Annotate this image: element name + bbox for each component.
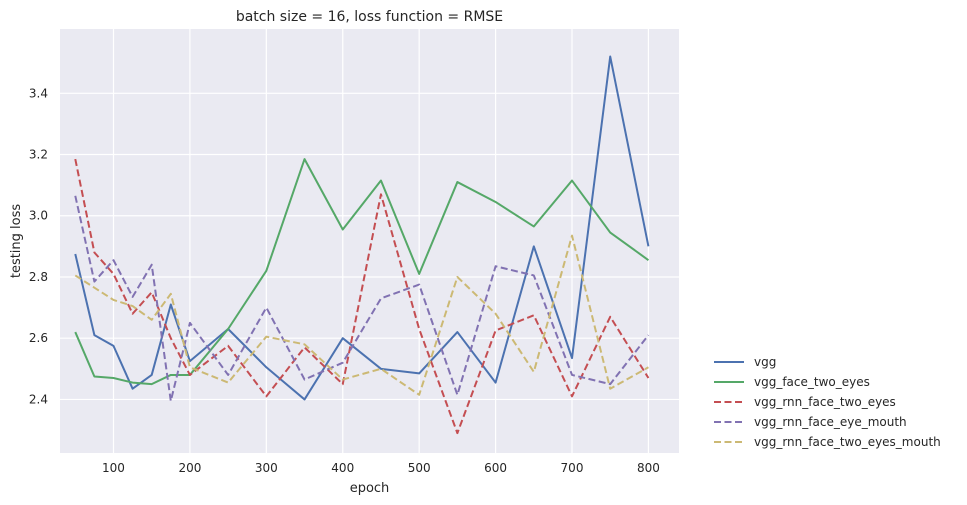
x-tick-label: 600	[484, 461, 507, 475]
legend-label-vgg: vgg	[754, 355, 776, 369]
grid-lines	[60, 29, 679, 453]
x-tick-label: 300	[255, 461, 278, 475]
tick-labels: 100 200 300 400 500 600 700 800 2.4 2.6 2.8 3.0 3.2 3…	[29, 86, 660, 475]
x-tick-label: 200	[178, 461, 201, 475]
series-line-vgg_rnn_face_two_eyes_mouth	[74, 234, 649, 396]
legend: vgg vgg_face_two_eyes vgg_rnn_face_two_eye…	[714, 355, 941, 449]
series-line-vgg_rnn_face_eye_mouth	[74, 195, 650, 402]
y-tick-label: 3.2	[29, 148, 48, 162]
series-line-vgg_rnn_face_two_eyes	[74, 158, 650, 435]
legend-label-vgg_rnn_face_two_eyes: vgg_rnn_face_two_eyes	[754, 395, 896, 409]
legend-label-vgg_rnn_face_eye_mouth: vgg_rnn_face_eye_mouth	[754, 415, 907, 429]
x-tick-label: 500	[408, 461, 431, 475]
plot-background	[60, 29, 679, 453]
x-axis-label: epoch	[350, 481, 390, 496]
series-line-vgg_face_two_eyes	[74, 158, 650, 386]
series-layer	[74, 55, 650, 435]
x-tick-label: 100	[102, 461, 125, 475]
legend-label-vgg_face_two_eyes: vgg_face_two_eyes	[754, 375, 870, 389]
y-tick-label: 2.4	[29, 392, 48, 406]
y-tick-label: 2.8	[29, 270, 48, 284]
y-tick-label: 3.4	[29, 86, 48, 100]
series-line-vgg	[74, 55, 650, 401]
chart-title: batch size = 16, loss function = RMSE	[236, 9, 503, 25]
x-tick-label: 700	[561, 461, 584, 475]
x-tick-label: 400	[331, 461, 354, 475]
legend-label-vgg_rnn_face_two_eyes_mouth: vgg_rnn_face_two_eyes_mouth	[754, 435, 941, 449]
x-tick-label: 800	[637, 461, 660, 475]
y-axis-label: testing loss	[9, 204, 24, 279]
y-tick-label: 2.6	[29, 331, 48, 345]
y-tick-label: 3.0	[29, 209, 48, 223]
